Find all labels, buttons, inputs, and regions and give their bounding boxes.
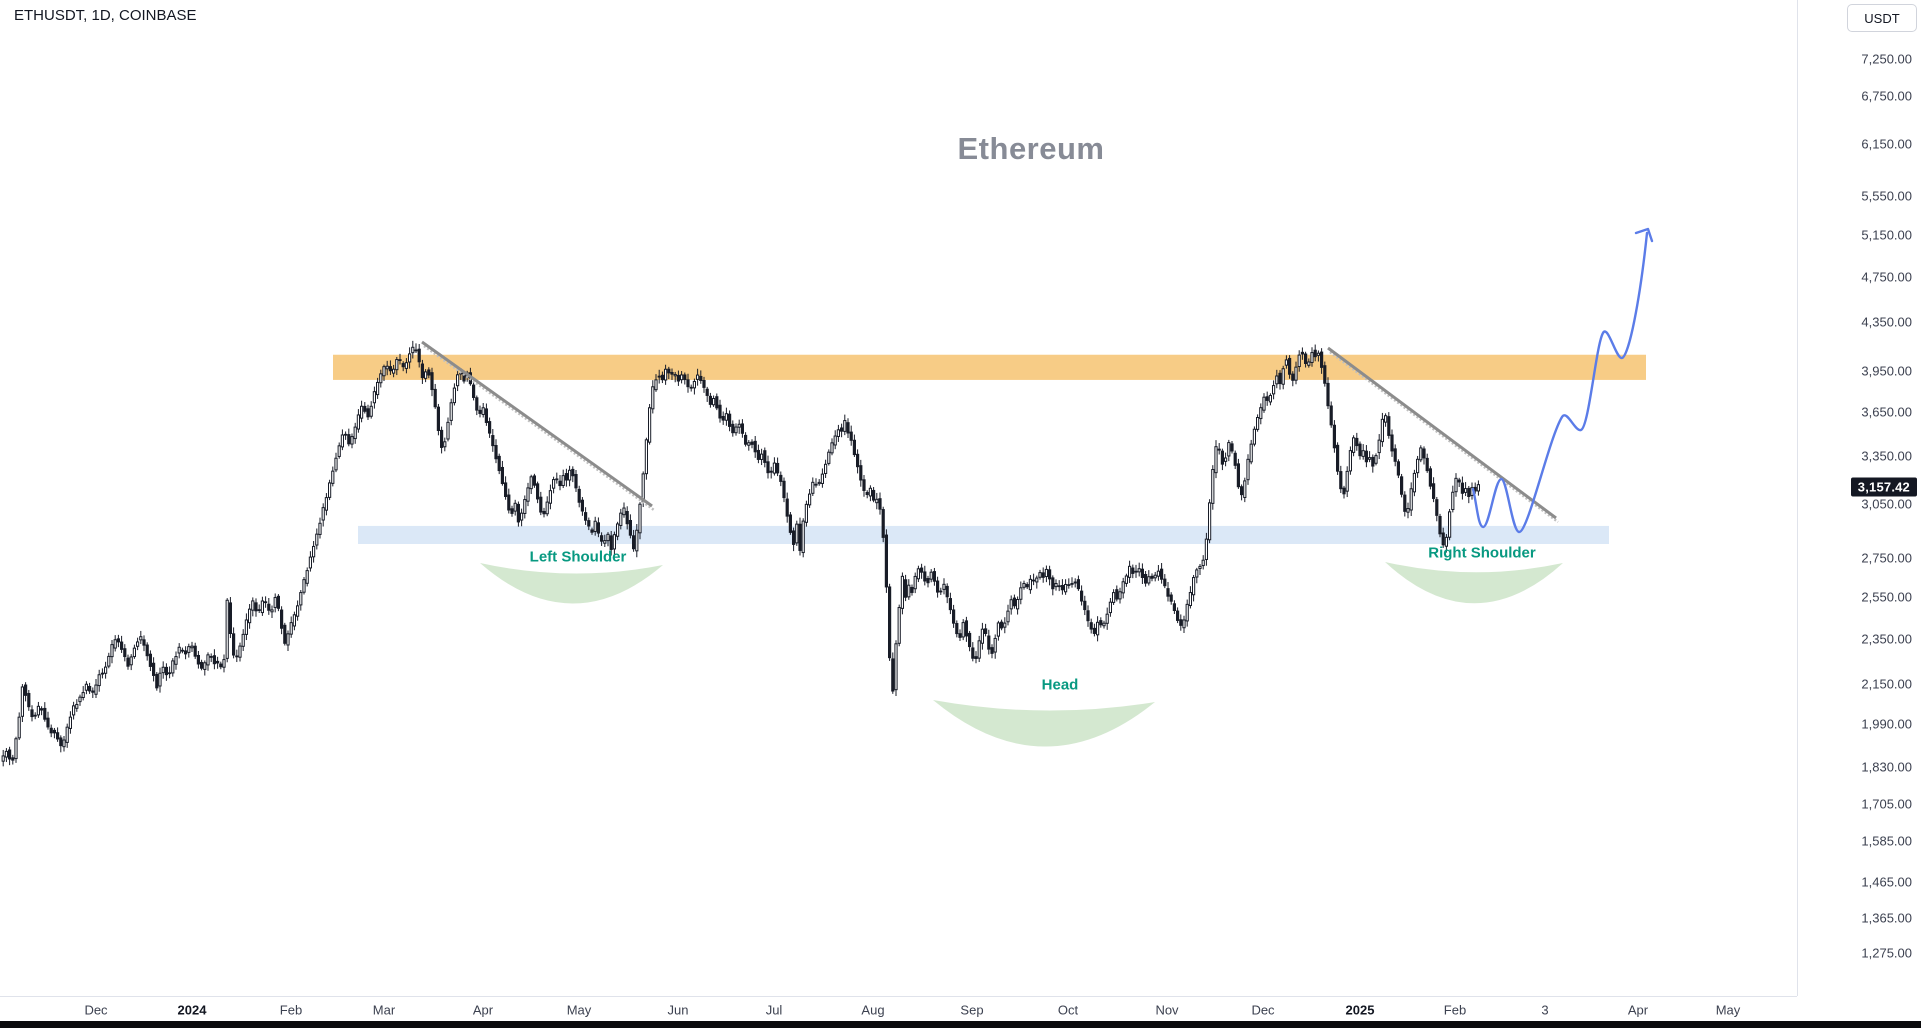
- watermark-title: Ethereum: [957, 131, 1105, 166]
- trendline-right[interactable]: [1327, 346, 1559, 524]
- price-label: 7,250.00: [1861, 51, 1912, 67]
- price-label: 6,150.00: [1861, 136, 1912, 152]
- time-label: 2025: [1345, 1002, 1375, 1017]
- time-label: 3: [1541, 1002, 1549, 1017]
- price-label: 2,550.00: [1861, 589, 1912, 604]
- price-label: 1,990.00: [1861, 716, 1912, 732]
- left-shoulder-arc[interactable]: [480, 563, 663, 604]
- price-label: 1,705.00: [1861, 796, 1912, 812]
- price-label: 2,750.00: [1861, 550, 1912, 566]
- price-label: 1,365.00: [1861, 910, 1912, 926]
- time-label: Jun: [667, 1002, 689, 1017]
- time-label: Dec: [84, 1002, 108, 1017]
- symbol-info[interactable]: ETHUSDT, 1D, COINBASE: [14, 7, 197, 24]
- price-label: 5,150.00: [1861, 227, 1912, 243]
- chart-pane[interactable]: Ethereum Left Shoulder Head Right Should…: [0, 0, 1797, 996]
- time-label: Sep: [960, 1002, 984, 1017]
- price-label: 6,750.00: [1861, 88, 1912, 104]
- time-label: Feb: [1443, 1002, 1467, 1017]
- price-label: 3,050.00: [1861, 496, 1912, 512]
- trendline-left[interactable]: [421, 340, 655, 512]
- resistance-zone[interactable]: [333, 354, 1646, 380]
- price-label: 4,750.00: [1861, 269, 1912, 285]
- time-label: Oct: [1057, 1002, 1079, 1017]
- left-shoulder-label[interactable]: Left Shoulder: [529, 548, 627, 566]
- head-label[interactable]: Head: [1041, 676, 1079, 694]
- price-label: 3,650.00: [1861, 404, 1912, 420]
- time-label: Jul: [765, 1002, 783, 1017]
- right-shoulder-arc[interactable]: [1385, 562, 1563, 604]
- candles: [1, 340, 1481, 767]
- time-label: Mar: [372, 1002, 396, 1017]
- time-label: Aug: [861, 1002, 885, 1017]
- time-label: Apr: [472, 1002, 494, 1017]
- time-label: May: [1715, 1002, 1741, 1017]
- price-label: 3,350.00: [1861, 448, 1912, 464]
- price-label: 4,350.00: [1861, 314, 1912, 330]
- right-shoulder-label[interactable]: Right Shoulder: [1428, 544, 1536, 562]
- currency-button[interactable]: USDT: [1847, 4, 1917, 32]
- support-zone[interactable]: [358, 525, 1609, 545]
- price-label: 3,950.00: [1861, 363, 1912, 379]
- price-label: 2,150.00: [1861, 676, 1912, 692]
- price-axis[interactable]: 3,157.42 7,250.00 6,750.00 6,150.00 5,550.0…: [1797, 0, 1921, 996]
- price-label: 2,350.00: [1861, 631, 1912, 647]
- time-label: Nov: [1155, 1002, 1179, 1017]
- head-arc[interactable]: [933, 700, 1155, 747]
- time-label: May: [566, 1002, 592, 1017]
- price-label: 1,585.00: [1861, 833, 1912, 849]
- price-label: 1,465.00: [1861, 874, 1912, 890]
- price-label: 1,830.00: [1861, 759, 1912, 775]
- time-label: Apr: [1627, 1002, 1649, 1017]
- time-axis[interactable]: Dec 2024 Feb Mar Apr May Jun Jul Aug Sep Oct Nov Dec…: [0, 996, 1797, 1022]
- candlestick-chart[interactable]: [0, 0, 1797, 996]
- projection-arrow[interactable]: [1471, 227, 1654, 534]
- bottom-bar: [0, 1021, 1921, 1028]
- current-price-badge: 3,157.42: [1850, 477, 1917, 497]
- time-label: Feb: [279, 1002, 303, 1017]
- price-label: 5,550.00: [1861, 188, 1912, 204]
- time-label: 2024: [177, 1002, 207, 1017]
- price-label: 1,275.00: [1861, 945, 1912, 961]
- time-label: Dec: [1251, 1002, 1275, 1017]
